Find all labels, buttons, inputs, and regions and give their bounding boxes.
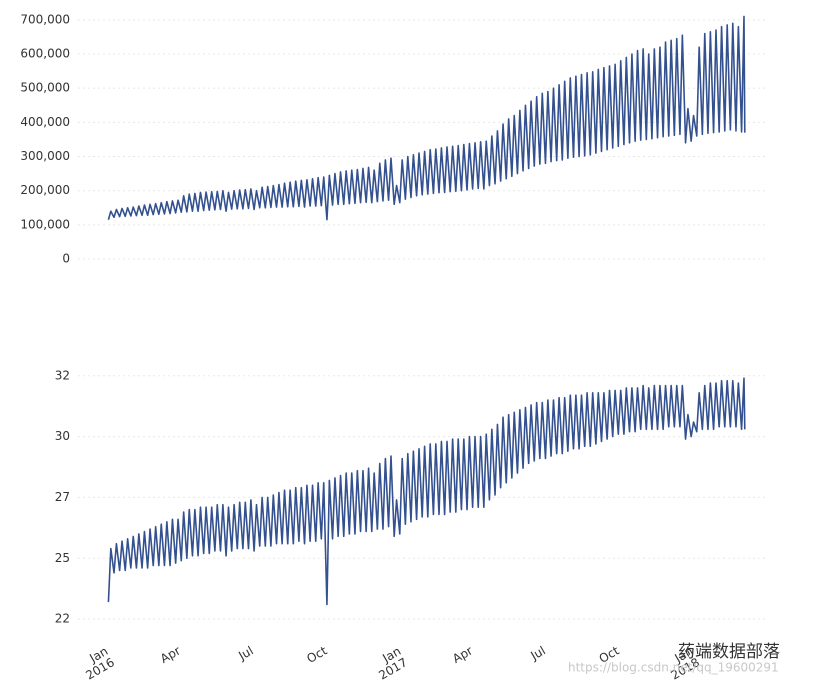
y-tick-label: 22 (55, 612, 70, 626)
x-tick-label: Jul (528, 644, 548, 664)
y-tick-label: 400,000 (20, 115, 70, 129)
x-tick-label: Apr (158, 643, 183, 666)
x-tick-label: Jan2017 (370, 644, 410, 683)
y-tick-label: 0 (62, 252, 70, 266)
y-tick-label: 25 (55, 551, 70, 565)
x-tick-label: Oct (304, 643, 329, 666)
y-tick-label: 500,000 (20, 81, 70, 95)
data-line (107, 15, 746, 221)
y-tick-label: 27 (55, 490, 70, 504)
y-tick-label: 700,000 (20, 12, 70, 26)
y-tick-label: 300,000 (20, 149, 70, 163)
watermark-account: 药端数据部落 (678, 642, 780, 662)
y-tick-label: 30 (55, 429, 70, 443)
y-tick-label: 100,000 (20, 217, 70, 231)
x-tick-label: Jan2016 (77, 644, 117, 683)
x-tick-label: Apr (450, 643, 475, 666)
y-tick-label: 32 (55, 368, 70, 382)
y-tick-label: 600,000 (20, 47, 70, 61)
y-tick-label: 200,000 (20, 183, 70, 197)
data-line (107, 377, 746, 606)
x-tick-label: Jul (235, 644, 255, 664)
watermark-url: https://blog.csdn.net/qq_19600291 (568, 661, 779, 675)
